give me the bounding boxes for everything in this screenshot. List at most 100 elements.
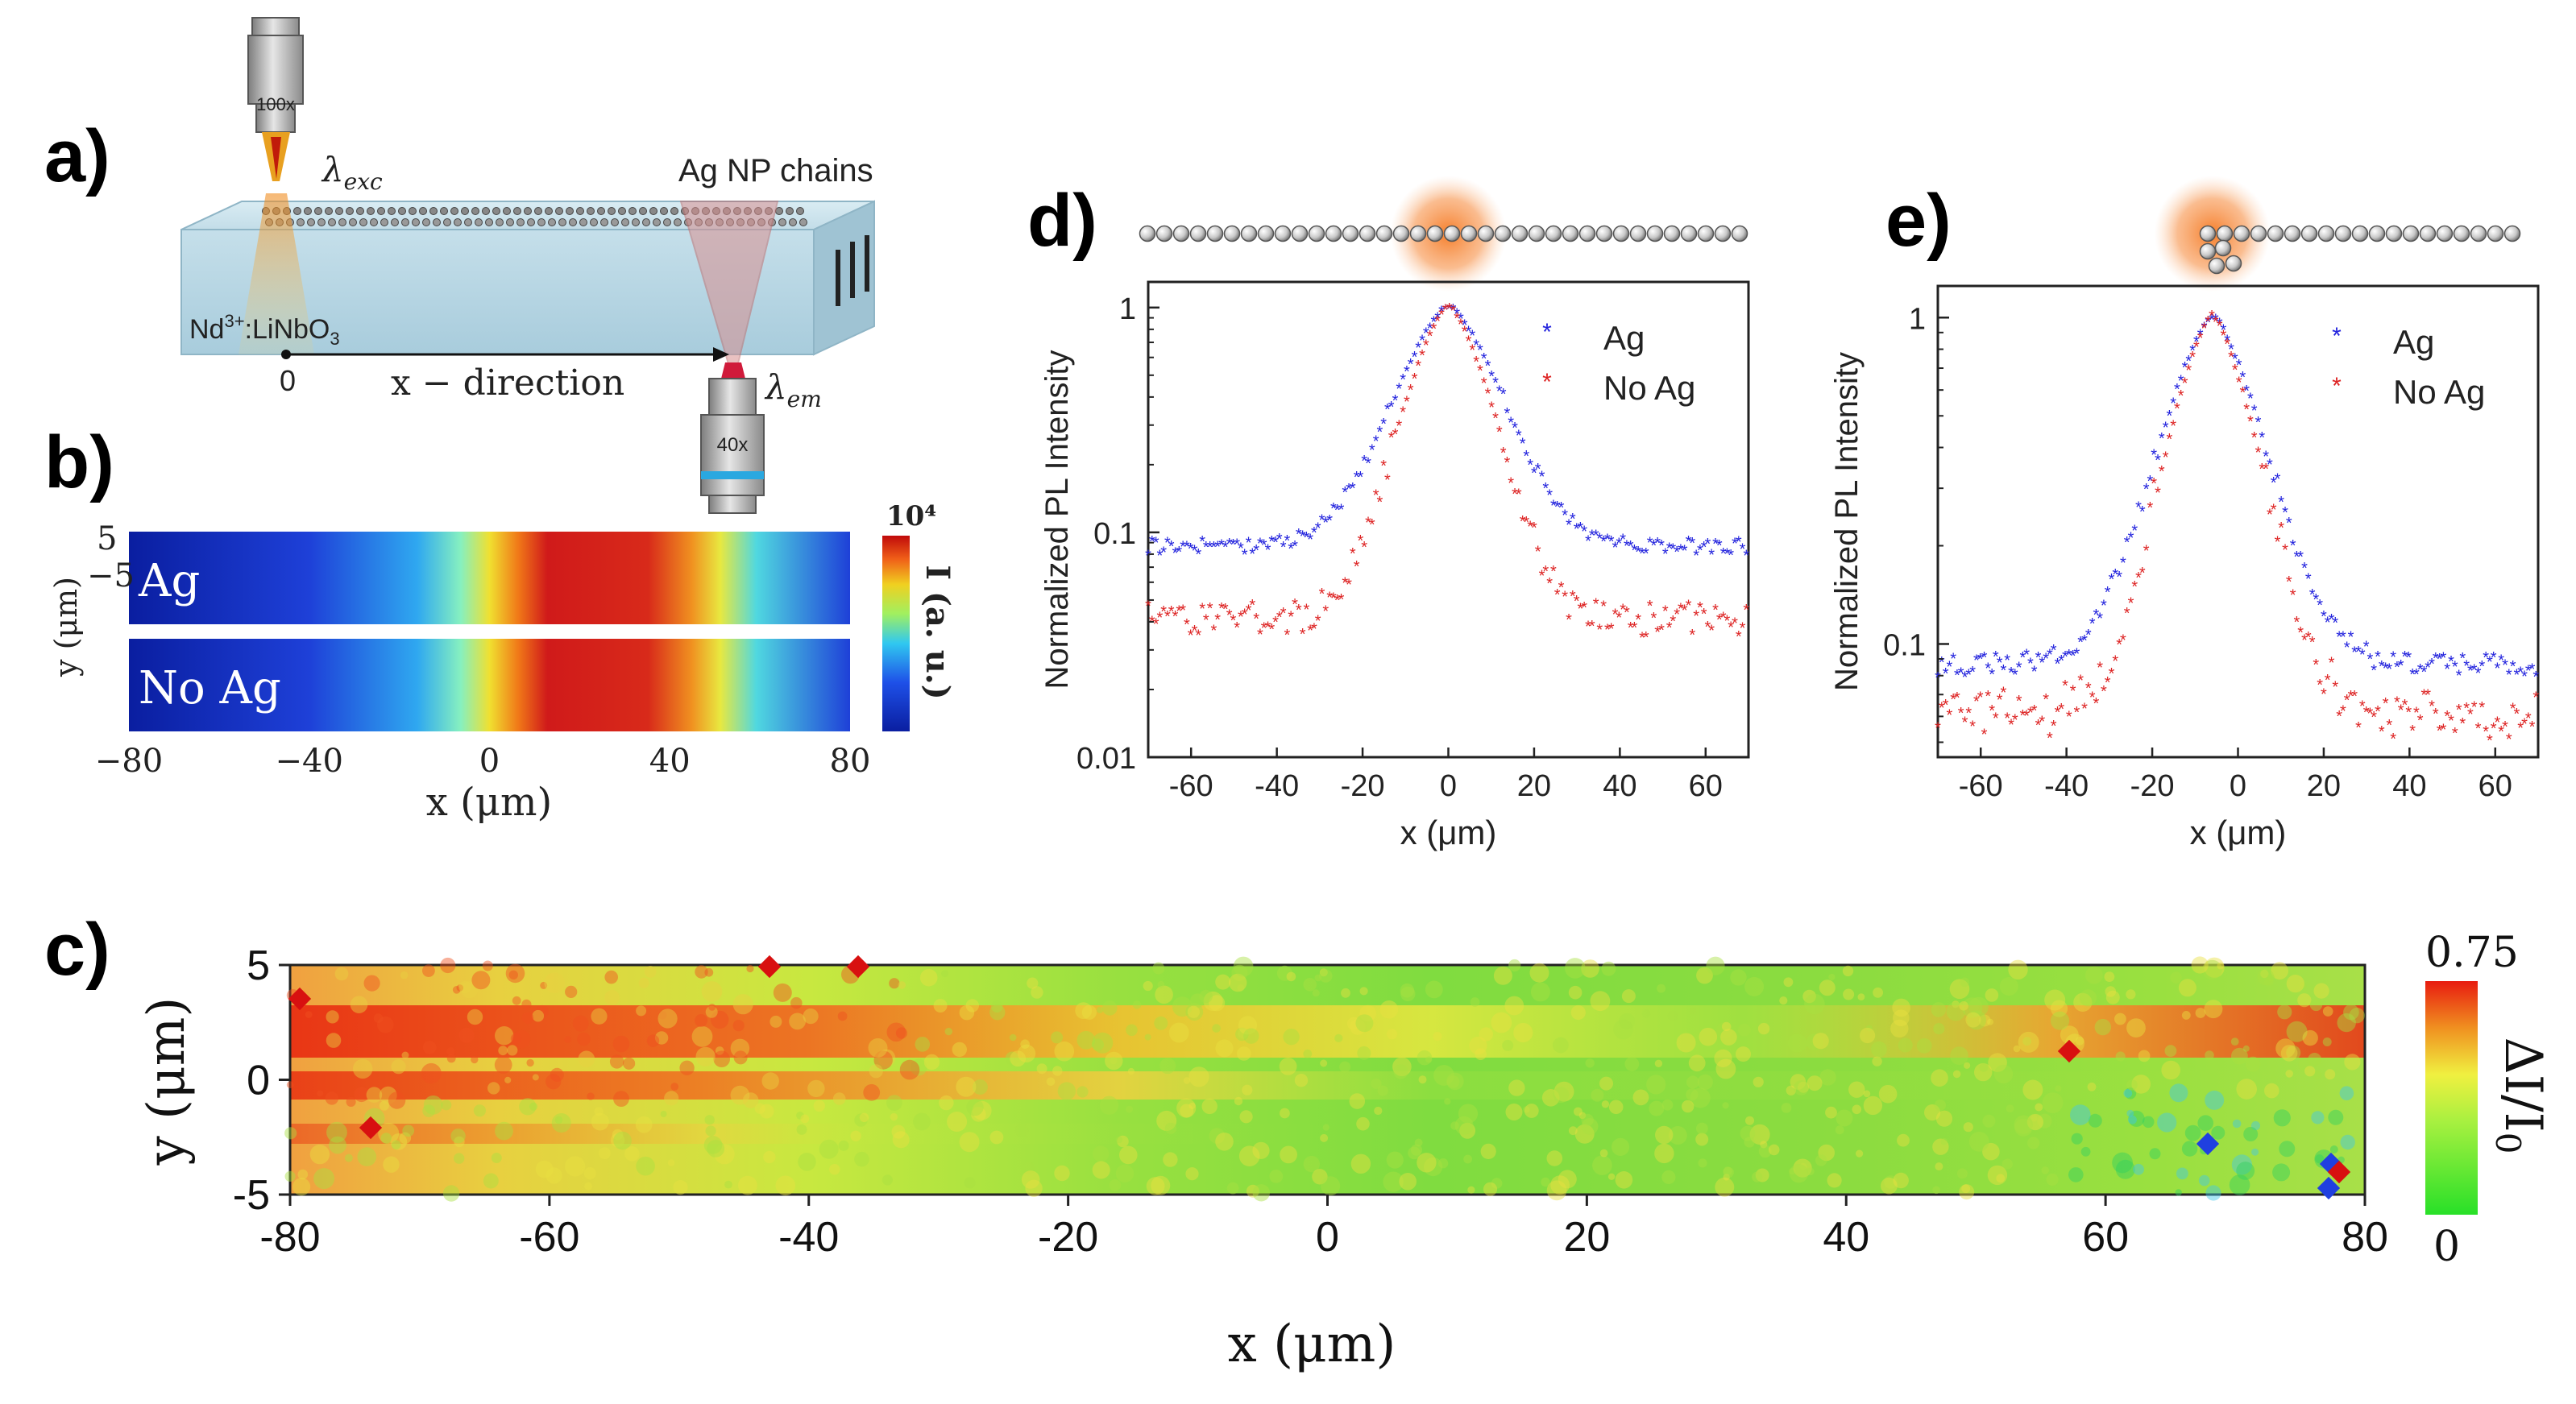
data-point: *: [1145, 548, 1151, 565]
data-point: *: [1965, 666, 1972, 684]
c-texture-spot: [1076, 1086, 1089, 1098]
c-texture-spot: [2322, 1037, 2332, 1046]
data-point: *: [1230, 612, 1237, 630]
c-outlier-pixel: [2057, 1039, 2081, 1063]
data-point: *: [1168, 603, 1175, 621]
chain-bead: [649, 207, 657, 215]
data-point: *: [1620, 602, 1626, 619]
data-point: *: [2012, 667, 2018, 685]
c-texture-spot: [2313, 983, 2329, 999]
c-texture-spot: [1057, 1082, 1076, 1100]
data-point: *: [1358, 469, 1364, 487]
c-texture-spot: [612, 1129, 624, 1141]
c-texture-spot: [1646, 1075, 1666, 1095]
c-texture-spot: [1027, 977, 1039, 989]
c-texture-spot: [1940, 1137, 1948, 1145]
data-point: *: [2047, 730, 2053, 748]
data-point: *: [2294, 549, 2300, 566]
data-point: *: [1566, 611, 1572, 629]
data-point: *: [2502, 719, 2508, 736]
data-point: *: [2363, 704, 2370, 722]
data-point: *: [2514, 667, 2520, 685]
c-texture-spot: [1996, 1174, 2006, 1183]
data-point: *: [1265, 619, 1271, 637]
data-point: *: [2167, 431, 2173, 449]
data-point: *: [1296, 602, 1302, 619]
c-texture-spot: [495, 1121, 513, 1141]
data-point: *: [2367, 706, 2374, 723]
c-texture-spot: [713, 1050, 730, 1067]
c-texture-spot: [695, 965, 708, 979]
data-point: *: [2463, 700, 2470, 718]
c-texture-spot: [1987, 1018, 1993, 1025]
c-texture-spot: [2042, 1092, 2064, 1113]
data-point: *: [1740, 541, 1746, 559]
data-point: *: [2417, 661, 2424, 679]
c-texture-spot: [1988, 1053, 2007, 1072]
data-point: *: [2240, 384, 2246, 402]
data-point: *: [2332, 615, 2338, 632]
data-point: *: [2348, 688, 2354, 706]
c-texture-spot: [1959, 1184, 1975, 1200]
legend-marker: *: [2332, 373, 2342, 400]
c-texture-spot: [1408, 1146, 1421, 1160]
c-texture-spot: [1357, 1046, 1371, 1060]
c-texture-spot: [1283, 1029, 1300, 1046]
c-texture-spot: [1091, 1038, 1104, 1051]
c-texture-spot: [1234, 1096, 1243, 1106]
data-point: *: [2386, 661, 2392, 678]
c-texture-spot: [2264, 977, 2274, 987]
data-point: *: [2055, 704, 2061, 722]
data-point: *: [1330, 590, 1337, 608]
c-texture-spot: [354, 1087, 369, 1103]
data-point: *: [1431, 313, 1437, 331]
chain-bead: [587, 207, 595, 215]
data-point: *: [1481, 375, 1487, 393]
c-texture-spot: [2184, 1124, 2201, 1141]
data-point: *: [2027, 656, 2034, 673]
data-point: *: [2390, 649, 2396, 667]
data-point: *: [2351, 688, 2358, 706]
data-point: *: [1973, 652, 1980, 670]
c-texture-spot: [1350, 1153, 1371, 1174]
nanoparticle-bead: [1274, 225, 1292, 242]
data-point: *: [2367, 651, 2374, 669]
data-point: *: [2016, 693, 2022, 710]
c-texture-spot: [1185, 1003, 1204, 1021]
data-point: *: [2101, 683, 2107, 701]
panel-label-e: e): [1885, 180, 1952, 262]
c-texture-spot: [1794, 1080, 1809, 1095]
data-point: *: [2336, 708, 2342, 726]
c-texture-spot: [636, 1005, 647, 1017]
data-point: *: [2290, 537, 2296, 555]
c-texture-spot: [1359, 1004, 1376, 1022]
data-point: *: [2297, 549, 2304, 566]
c-texture-spot: [2164, 1045, 2177, 1057]
c-texture-spot: [609, 1054, 624, 1069]
data-point: *: [2498, 723, 2504, 741]
c-texture-spot: [1025, 1179, 1043, 1198]
chain-bead: [600, 218, 608, 226]
data-point: *: [1566, 517, 1572, 535]
chain-bead: [663, 218, 671, 226]
data-point: *: [1539, 568, 1545, 586]
c-texture-spot: [491, 1153, 502, 1163]
c-texture-spot: [1863, 1090, 1871, 1098]
data-point: *: [2097, 660, 2103, 677]
c-texture-spot: [1092, 1161, 1110, 1179]
data-point: *: [1981, 726, 1988, 743]
data-point: *: [1322, 515, 1329, 532]
chain-bead: [579, 218, 587, 226]
x-tick-label-e: -20: [2130, 769, 2175, 803]
data-point: *: [2271, 474, 2277, 492]
data-point: *: [2437, 651, 2443, 669]
data-point: *: [2070, 683, 2076, 701]
c-texture-spot: [1480, 1143, 1496, 1159]
c-texture-spot: [636, 1156, 655, 1176]
data-point: *: [1616, 536, 1622, 553]
data-point: *: [2085, 627, 2092, 644]
x-tick-label-d: -40: [1255, 769, 1299, 803]
c-xtick-label: 40: [1823, 1214, 1869, 1261]
c-texture-spot: [703, 1136, 723, 1154]
data-point: *: [1373, 433, 1379, 450]
